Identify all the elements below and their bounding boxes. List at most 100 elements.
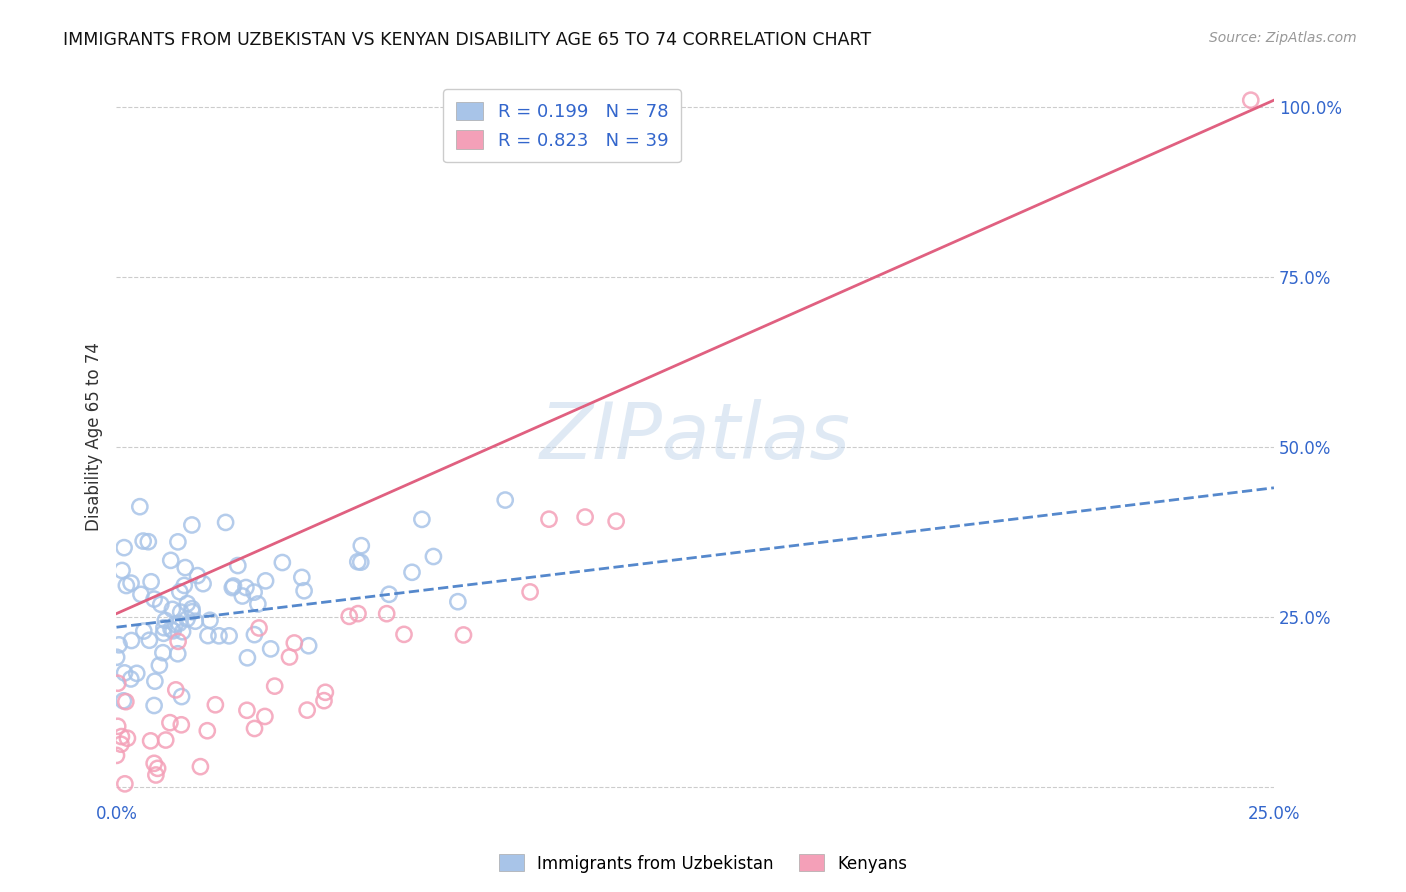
Point [143, 756, 166, 771]
Text: IMMIGRANTS FROM UZBEKISTAN VS KENYAN DISABILITY AGE 65 TO 74 CORRELATION CHART: IMMIGRANTS FROM UZBEKISTAN VS KENYAN DIS… [63, 31, 872, 49]
Point [152, 646, 174, 660]
Point [422, 549, 444, 564]
Point [198, 613, 221, 627]
Y-axis label: Disability Age 65 to 74: Disability Age 65 to 74 [86, 343, 103, 532]
Point [537, 512, 560, 526]
Point [115, 578, 138, 592]
Point [139, 734, 162, 748]
Point [186, 568, 208, 582]
Point [143, 592, 166, 607]
Point [350, 539, 373, 553]
Point [214, 516, 236, 530]
Point [222, 579, 245, 593]
Point [263, 679, 285, 693]
Point [107, 676, 129, 690]
Point [120, 576, 142, 591]
Legend: R = 0.199   N = 78, R = 0.823   N = 39: R = 0.199 N = 78, R = 0.823 N = 39 [443, 89, 681, 162]
Point [254, 574, 277, 588]
Point [260, 641, 283, 656]
Point [298, 639, 321, 653]
Point [149, 598, 172, 612]
Point [143, 698, 166, 713]
Legend: Immigrants from Uzbekistan, Kenyans: Immigrants from Uzbekistan, Kenyans [492, 847, 914, 880]
Point [226, 558, 249, 573]
Point [375, 607, 398, 621]
Point [121, 633, 143, 648]
Point [167, 534, 190, 549]
Point [170, 690, 193, 704]
Point [146, 761, 169, 775]
Point [208, 629, 231, 643]
Point [132, 624, 155, 638]
Point [346, 555, 368, 569]
Point [129, 587, 152, 601]
Point [153, 621, 176, 635]
Point [107, 719, 129, 733]
Point [243, 585, 266, 599]
Point [114, 665, 136, 680]
Point [236, 650, 259, 665]
Point [292, 583, 315, 598]
Point [166, 647, 188, 661]
Point [110, 737, 132, 751]
Point [295, 703, 318, 717]
Point [378, 587, 401, 601]
Point [231, 589, 253, 603]
Point [392, 627, 415, 641]
Point [195, 723, 218, 738]
Point [110, 730, 132, 744]
Point [165, 617, 187, 632]
Point [246, 597, 269, 611]
Point [174, 560, 197, 574]
Point [114, 777, 136, 791]
Point [447, 595, 470, 609]
Point [176, 597, 198, 611]
Point [167, 616, 190, 631]
Point [132, 534, 155, 549]
Point [243, 722, 266, 736]
Point [112, 694, 135, 708]
Point [314, 685, 336, 699]
Point [176, 612, 198, 626]
Point [278, 650, 301, 665]
Point [221, 581, 243, 595]
Point [160, 622, 183, 636]
Point [253, 709, 276, 723]
Point [247, 621, 270, 635]
Point [115, 695, 138, 709]
Point [145, 768, 167, 782]
Point [108, 638, 131, 652]
Point [120, 672, 142, 686]
Point [218, 629, 240, 643]
Point [167, 634, 190, 648]
Point [143, 674, 166, 689]
Point [191, 576, 214, 591]
Point [337, 609, 360, 624]
Point [117, 731, 139, 746]
Point [139, 574, 162, 589]
Point [152, 626, 174, 640]
Point [170, 718, 193, 732]
Point [494, 493, 516, 508]
Point [162, 602, 184, 616]
Point [170, 605, 193, 619]
Point [112, 541, 135, 555]
Point [159, 715, 181, 730]
Point [519, 585, 541, 599]
Point [181, 601, 204, 615]
Point [136, 534, 159, 549]
Point [574, 510, 596, 524]
Point [173, 578, 195, 592]
Point [453, 628, 475, 642]
Point [138, 633, 160, 648]
Point [155, 733, 177, 747]
Point [148, 658, 170, 673]
Point [184, 614, 207, 628]
Point [605, 514, 627, 528]
Point [172, 624, 194, 639]
Text: Source: ZipAtlas.com: Source: ZipAtlas.com [1209, 31, 1357, 45]
Point [235, 581, 257, 595]
Point [111, 564, 134, 578]
Point [236, 703, 259, 717]
Point [165, 682, 187, 697]
